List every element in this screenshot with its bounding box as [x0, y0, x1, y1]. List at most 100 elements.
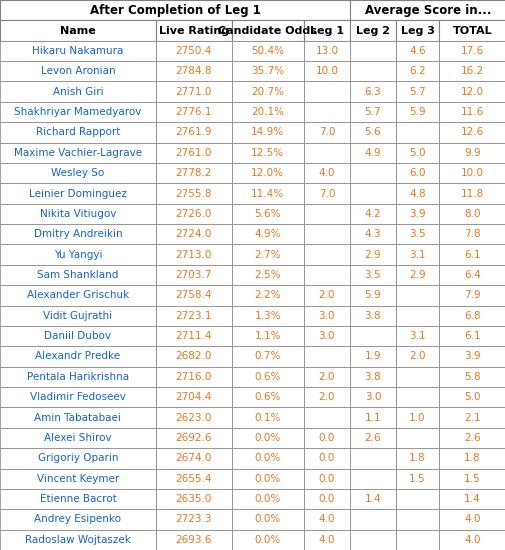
- Bar: [395, 183, 438, 204]
- Text: Candidate Odds: Candidate Odds: [218, 25, 317, 36]
- Bar: [303, 408, 349, 428]
- Text: Vidit Gujrathi: Vidit Gujrathi: [43, 311, 112, 321]
- Bar: [303, 346, 349, 367]
- Bar: [438, 20, 505, 41]
- Bar: [156, 41, 231, 61]
- Bar: [438, 244, 505, 265]
- Text: 5.6%: 5.6%: [254, 209, 280, 219]
- Bar: [349, 306, 395, 326]
- Bar: [395, 224, 438, 244]
- Text: 12.0: 12.0: [460, 87, 483, 97]
- Bar: [0, 20, 156, 41]
- Bar: [395, 306, 438, 326]
- Text: 2776.1: 2776.1: [175, 107, 212, 117]
- Bar: [438, 469, 505, 489]
- Bar: [0, 122, 156, 142]
- Bar: [231, 20, 303, 41]
- Bar: [303, 530, 349, 550]
- Bar: [0, 367, 156, 387]
- Text: 4.0: 4.0: [464, 535, 480, 545]
- Text: 2635.0: 2635.0: [175, 494, 212, 504]
- Text: 2.6: 2.6: [364, 433, 380, 443]
- Bar: [156, 428, 231, 448]
- Bar: [395, 530, 438, 550]
- Bar: [395, 428, 438, 448]
- Bar: [231, 428, 303, 448]
- Text: Levon Aronian: Levon Aronian: [40, 67, 115, 76]
- Text: Sam Shankland: Sam Shankland: [37, 270, 118, 280]
- Bar: [438, 408, 505, 428]
- Text: 0.0%: 0.0%: [254, 433, 280, 443]
- Bar: [438, 224, 505, 244]
- Text: 5.7: 5.7: [364, 107, 380, 117]
- Text: 3.0: 3.0: [318, 331, 334, 341]
- Text: 0.0: 0.0: [318, 453, 334, 463]
- Text: 6.4: 6.4: [464, 270, 480, 280]
- Bar: [156, 265, 231, 285]
- Text: 4.0: 4.0: [318, 535, 334, 545]
- Bar: [395, 469, 438, 489]
- Bar: [303, 367, 349, 387]
- Bar: [231, 469, 303, 489]
- Text: Leg 1: Leg 1: [309, 25, 343, 36]
- Text: 5.7: 5.7: [409, 87, 425, 97]
- Bar: [438, 306, 505, 326]
- Bar: [0, 326, 156, 346]
- Bar: [0, 163, 156, 183]
- Text: 0.0%: 0.0%: [254, 494, 280, 504]
- Text: 2.0: 2.0: [318, 372, 334, 382]
- Bar: [303, 244, 349, 265]
- Bar: [438, 346, 505, 367]
- Text: 6.0: 6.0: [409, 168, 425, 178]
- Bar: [156, 346, 231, 367]
- Text: 6.2: 6.2: [409, 67, 425, 76]
- Text: 4.9%: 4.9%: [254, 229, 280, 239]
- Bar: [395, 387, 438, 408]
- Text: 7.0: 7.0: [318, 189, 334, 199]
- Text: 5.8: 5.8: [464, 372, 480, 382]
- Text: 5.0: 5.0: [409, 148, 425, 158]
- Bar: [231, 183, 303, 204]
- Text: Anish Giri: Anish Giri: [53, 87, 103, 97]
- Bar: [231, 142, 303, 163]
- Text: 5.9: 5.9: [364, 290, 380, 300]
- Bar: [231, 530, 303, 550]
- Bar: [0, 183, 156, 204]
- Bar: [349, 428, 395, 448]
- Bar: [349, 509, 395, 530]
- Bar: [231, 306, 303, 326]
- Text: Yu Yangyi: Yu Yangyi: [54, 250, 102, 260]
- Text: 2761.0: 2761.0: [175, 148, 212, 158]
- Bar: [303, 163, 349, 183]
- Bar: [349, 41, 395, 61]
- Text: 2771.0: 2771.0: [175, 87, 212, 97]
- Bar: [438, 448, 505, 469]
- Text: 0.0: 0.0: [318, 494, 334, 504]
- Bar: [0, 0, 349, 20]
- Text: 0.1%: 0.1%: [254, 412, 280, 422]
- Bar: [303, 469, 349, 489]
- Text: 7.9: 7.9: [464, 290, 480, 300]
- Bar: [303, 306, 349, 326]
- Bar: [349, 204, 395, 224]
- Bar: [156, 489, 231, 509]
- Bar: [156, 20, 231, 41]
- Bar: [231, 448, 303, 469]
- Text: 6.3: 6.3: [364, 87, 380, 97]
- Text: TOTAL: TOTAL: [452, 25, 491, 36]
- Bar: [438, 142, 505, 163]
- Bar: [395, 326, 438, 346]
- Text: Vincent Keymer: Vincent Keymer: [37, 474, 119, 483]
- Bar: [0, 41, 156, 61]
- Bar: [156, 183, 231, 204]
- Bar: [438, 387, 505, 408]
- Bar: [303, 183, 349, 204]
- Bar: [349, 122, 395, 142]
- Bar: [156, 122, 231, 142]
- Text: Pentala Harikrishna: Pentala Harikrishna: [27, 372, 129, 382]
- Bar: [231, 408, 303, 428]
- Bar: [156, 102, 231, 122]
- Bar: [156, 509, 231, 530]
- Bar: [231, 346, 303, 367]
- Bar: [438, 183, 505, 204]
